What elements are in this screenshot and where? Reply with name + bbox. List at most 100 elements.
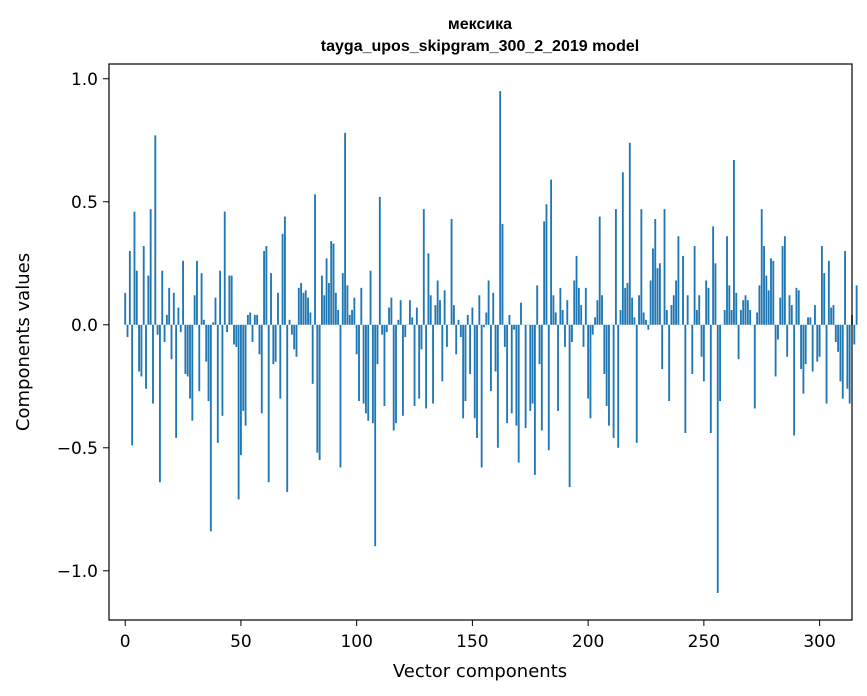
- bar: [365, 324, 367, 414]
- bar: [499, 91, 502, 325]
- bar: [182, 260, 184, 325]
- bar: [709, 324, 712, 434]
- bar: [265, 246, 268, 325]
- bar: [404, 324, 407, 338]
- bar: [392, 324, 395, 431]
- bar: [135, 270, 138, 325]
- bar: [207, 324, 210, 402]
- bar: [200, 273, 203, 325]
- bar: [543, 221, 546, 325]
- x-tick-label: 150: [456, 632, 488, 652]
- bar: [177, 307, 180, 325]
- bar: [529, 324, 532, 411]
- bar: [520, 302, 522, 325]
- bar: [614, 209, 617, 325]
- bar: [147, 275, 150, 325]
- bar: [131, 324, 134, 446]
- bar: [772, 260, 775, 325]
- bar: [624, 287, 627, 325]
- bar: [795, 287, 798, 325]
- bar: [383, 324, 386, 406]
- bar: [800, 324, 802, 370]
- bar: [388, 307, 390, 325]
- bar: [165, 314, 168, 325]
- bar: [253, 314, 256, 325]
- bar: [675, 280, 678, 325]
- y-tick-label: 0.5: [71, 193, 98, 213]
- bar: [628, 142, 631, 325]
- bar: [418, 324, 421, 399]
- bar: [228, 275, 231, 325]
- bar: [256, 314, 259, 325]
- bar: [642, 312, 645, 325]
- bar: [443, 290, 446, 325]
- bar: [554, 312, 557, 325]
- bar: [154, 135, 157, 325]
- bar: [321, 275, 323, 325]
- bar: [652, 248, 654, 325]
- bar: [633, 317, 636, 325]
- bar: [631, 297, 634, 325]
- y-tick-label: −0.5: [57, 439, 98, 459]
- bar: [684, 324, 687, 434]
- bar: [763, 246, 765, 325]
- bar: [179, 324, 182, 333]
- bar: [645, 319, 647, 325]
- bar: [124, 292, 127, 325]
- bar: [415, 307, 418, 325]
- bar: [661, 324, 664, 370]
- bar: [746, 300, 749, 325]
- bar: [855, 285, 858, 325]
- bar: [272, 324, 275, 365]
- bar: [571, 324, 573, 342]
- bar: [295, 324, 298, 357]
- bar: [140, 324, 143, 377]
- bar: [714, 263, 717, 325]
- bar: [626, 282, 629, 325]
- bar: [779, 297, 782, 325]
- bar: [777, 324, 779, 340]
- bar: [698, 295, 701, 325]
- bar: [145, 324, 147, 389]
- bar: [742, 300, 745, 325]
- bar: [371, 324, 374, 424]
- bar: [223, 211, 226, 325]
- bar: [580, 305, 583, 325]
- bar: [816, 324, 819, 362]
- bar: [839, 324, 842, 382]
- bar: [594, 317, 596, 325]
- bar: [587, 324, 590, 399]
- bar: [446, 324, 448, 347]
- bar: [422, 209, 425, 325]
- x-axis-label: Vector components: [393, 661, 567, 682]
- bar: [216, 324, 219, 443]
- bar: [274, 324, 277, 362]
- bar: [376, 324, 379, 365]
- bar: [834, 324, 837, 342]
- bar: [246, 314, 249, 325]
- bar: [469, 324, 472, 374]
- bar: [814, 305, 816, 325]
- bar: [733, 159, 735, 325]
- bar: [462, 324, 465, 419]
- bar: [189, 324, 191, 399]
- bar: [531, 324, 534, 404]
- bar: [214, 297, 217, 325]
- bar: [286, 324, 289, 493]
- bar: [233, 324, 235, 345]
- bar: [330, 241, 333, 325]
- bar: [487, 280, 490, 325]
- bar: [568, 324, 571, 488]
- bar: [756, 312, 759, 325]
- bar: [334, 292, 337, 325]
- bar: [503, 324, 506, 347]
- bar: [524, 324, 527, 429]
- bar: [841, 324, 844, 399]
- bar: [508, 314, 511, 325]
- bar: [205, 324, 208, 362]
- bar: [318, 324, 321, 461]
- bar: [545, 204, 548, 325]
- bar: [603, 324, 606, 374]
- bar: [767, 290, 770, 325]
- chart-title-line1: мексика: [448, 16, 512, 33]
